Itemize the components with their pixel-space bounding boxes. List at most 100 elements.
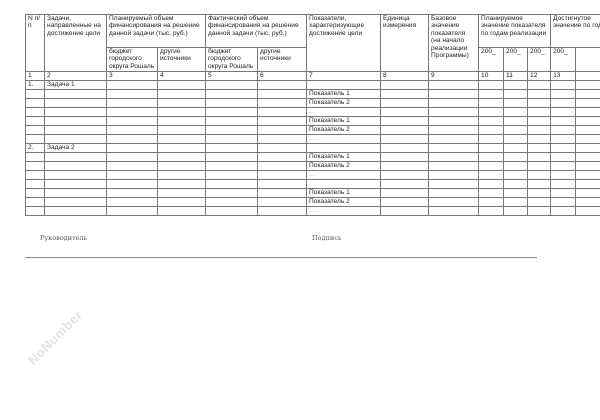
empty-cell xyxy=(478,134,505,144)
empty-cell xyxy=(205,134,259,144)
empty-cell xyxy=(106,89,158,99)
empty-cell xyxy=(527,179,552,189)
header-year: 200_ xyxy=(478,47,505,72)
header-year: 200_ xyxy=(550,47,577,72)
empty-cell xyxy=(106,170,158,180)
empty-cell xyxy=(503,179,529,189)
empty-cell xyxy=(106,179,158,189)
empty-cell xyxy=(380,134,430,144)
empty-cell xyxy=(205,80,259,90)
empty-cell xyxy=(156,125,207,135)
table-row: Показатель 1 xyxy=(25,116,600,126)
empty-cell xyxy=(428,116,480,126)
empty-cell xyxy=(106,188,158,198)
row-number xyxy=(25,188,45,198)
empty-cell xyxy=(478,170,505,180)
header-number: N п/п xyxy=(25,14,45,72)
empty-cell xyxy=(106,206,158,216)
empty-cell xyxy=(527,125,552,135)
empty-cell xyxy=(257,134,308,144)
empty-cell xyxy=(550,179,577,189)
indicator-cell: ... xyxy=(306,107,382,117)
empty-cell xyxy=(478,89,505,99)
footer-signature-label: Подпись xyxy=(312,234,342,242)
empty-cell xyxy=(205,170,259,180)
empty-cell xyxy=(205,125,259,135)
empty-cell xyxy=(478,206,505,216)
empty-cell xyxy=(205,143,259,153)
indicator-cell: Показатель 2 xyxy=(306,125,382,135)
empty-cell xyxy=(205,161,259,171)
task-cell xyxy=(44,197,107,207)
row-number xyxy=(25,125,45,135)
empty-cell xyxy=(257,98,308,108)
empty-cell xyxy=(527,116,552,126)
empty-cell xyxy=(503,152,529,162)
empty-cell xyxy=(575,161,600,171)
empty-cell xyxy=(550,116,577,126)
empty-cell xyxy=(478,179,505,189)
empty-cell xyxy=(550,125,577,135)
empty-cell xyxy=(428,98,480,108)
empty-cell xyxy=(575,197,600,207)
task-cell xyxy=(44,161,107,171)
empty-cell xyxy=(380,89,430,99)
column-number: 4 xyxy=(156,71,207,81)
indicator-cell: Показатель 1 xyxy=(306,152,382,162)
empty-cell xyxy=(205,98,259,108)
empty-cell xyxy=(527,161,552,171)
empty-cell xyxy=(575,170,600,180)
header-indicators: Показатели, характеризующие достижение ц… xyxy=(306,14,382,72)
empty-cell xyxy=(380,107,430,117)
empty-cell xyxy=(156,161,207,171)
empty-cell xyxy=(257,116,308,126)
indicator-cell xyxy=(306,179,382,189)
empty-cell xyxy=(575,179,600,189)
column-number: 7 xyxy=(306,71,382,81)
empty-cell xyxy=(156,134,207,144)
column-number: 8 xyxy=(380,71,430,81)
header-year: 200_ xyxy=(503,47,529,72)
empty-cell xyxy=(575,152,600,162)
empty-cell xyxy=(527,143,552,153)
empty-cell xyxy=(503,206,529,216)
empty-cell xyxy=(503,125,529,135)
column-number: 10 xyxy=(478,71,505,81)
empty-cell xyxy=(205,152,259,162)
report-table: N п/п Задачи, направленные на достижение… xyxy=(25,14,600,216)
empty-cell xyxy=(205,206,259,216)
empty-cell xyxy=(503,197,529,207)
empty-cell xyxy=(380,188,430,198)
empty-cell xyxy=(428,197,480,207)
empty-cell xyxy=(156,80,207,90)
indicator-cell: Показатель 1 xyxy=(306,89,382,99)
empty-cell xyxy=(257,197,308,207)
empty-cell xyxy=(575,98,600,108)
task-cell xyxy=(44,206,107,216)
empty-cell xyxy=(527,89,552,99)
watermark: NoNumber xyxy=(25,307,86,368)
empty-cell xyxy=(478,80,505,90)
empty-cell xyxy=(478,161,505,171)
row-number xyxy=(25,179,45,189)
task-cell xyxy=(44,188,107,198)
empty-cell xyxy=(478,143,505,153)
empty-cell xyxy=(503,80,529,90)
empty-cell xyxy=(380,98,430,108)
empty-cell xyxy=(106,134,158,144)
empty-cell xyxy=(106,80,158,90)
footer-head-label: Руководитель xyxy=(40,234,88,242)
empty-cell xyxy=(550,98,577,108)
empty-cell xyxy=(156,179,207,189)
empty-cell xyxy=(503,143,529,153)
empty-cell xyxy=(575,125,600,135)
empty-cell xyxy=(156,206,207,216)
empty-cell xyxy=(550,188,577,198)
empty-cell xyxy=(156,197,207,207)
column-number xyxy=(575,71,600,81)
empty-cell xyxy=(575,116,600,126)
empty-cell xyxy=(156,143,207,153)
empty-cell xyxy=(156,98,207,108)
table-row: ... xyxy=(25,206,600,216)
empty-cell xyxy=(550,206,577,216)
